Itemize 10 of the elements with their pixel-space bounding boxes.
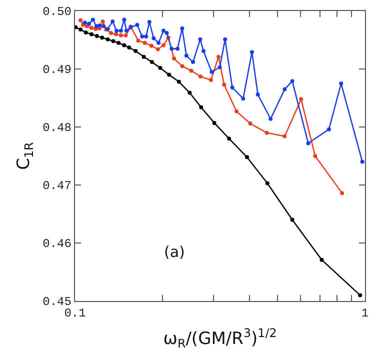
x-axis-title: ω$_{R}$/(GM/R$^{3}$)$^{1/2}$: [163, 326, 277, 351]
y-tick-label: 0.49: [42, 63, 72, 78]
y-tick-label: 0.50: [42, 5, 72, 20]
y-tick-label: 0.48: [42, 121, 72, 136]
x-tick-label: 1: [361, 306, 369, 321]
y-tick-label: 0.46: [42, 237, 72, 252]
annotation: (a): [164, 243, 185, 261]
y-tick-label: 0.47: [42, 179, 72, 194]
y-tick-label: 0.45: [42, 295, 72, 310]
x-tick-label: 0.1: [64, 306, 86, 321]
